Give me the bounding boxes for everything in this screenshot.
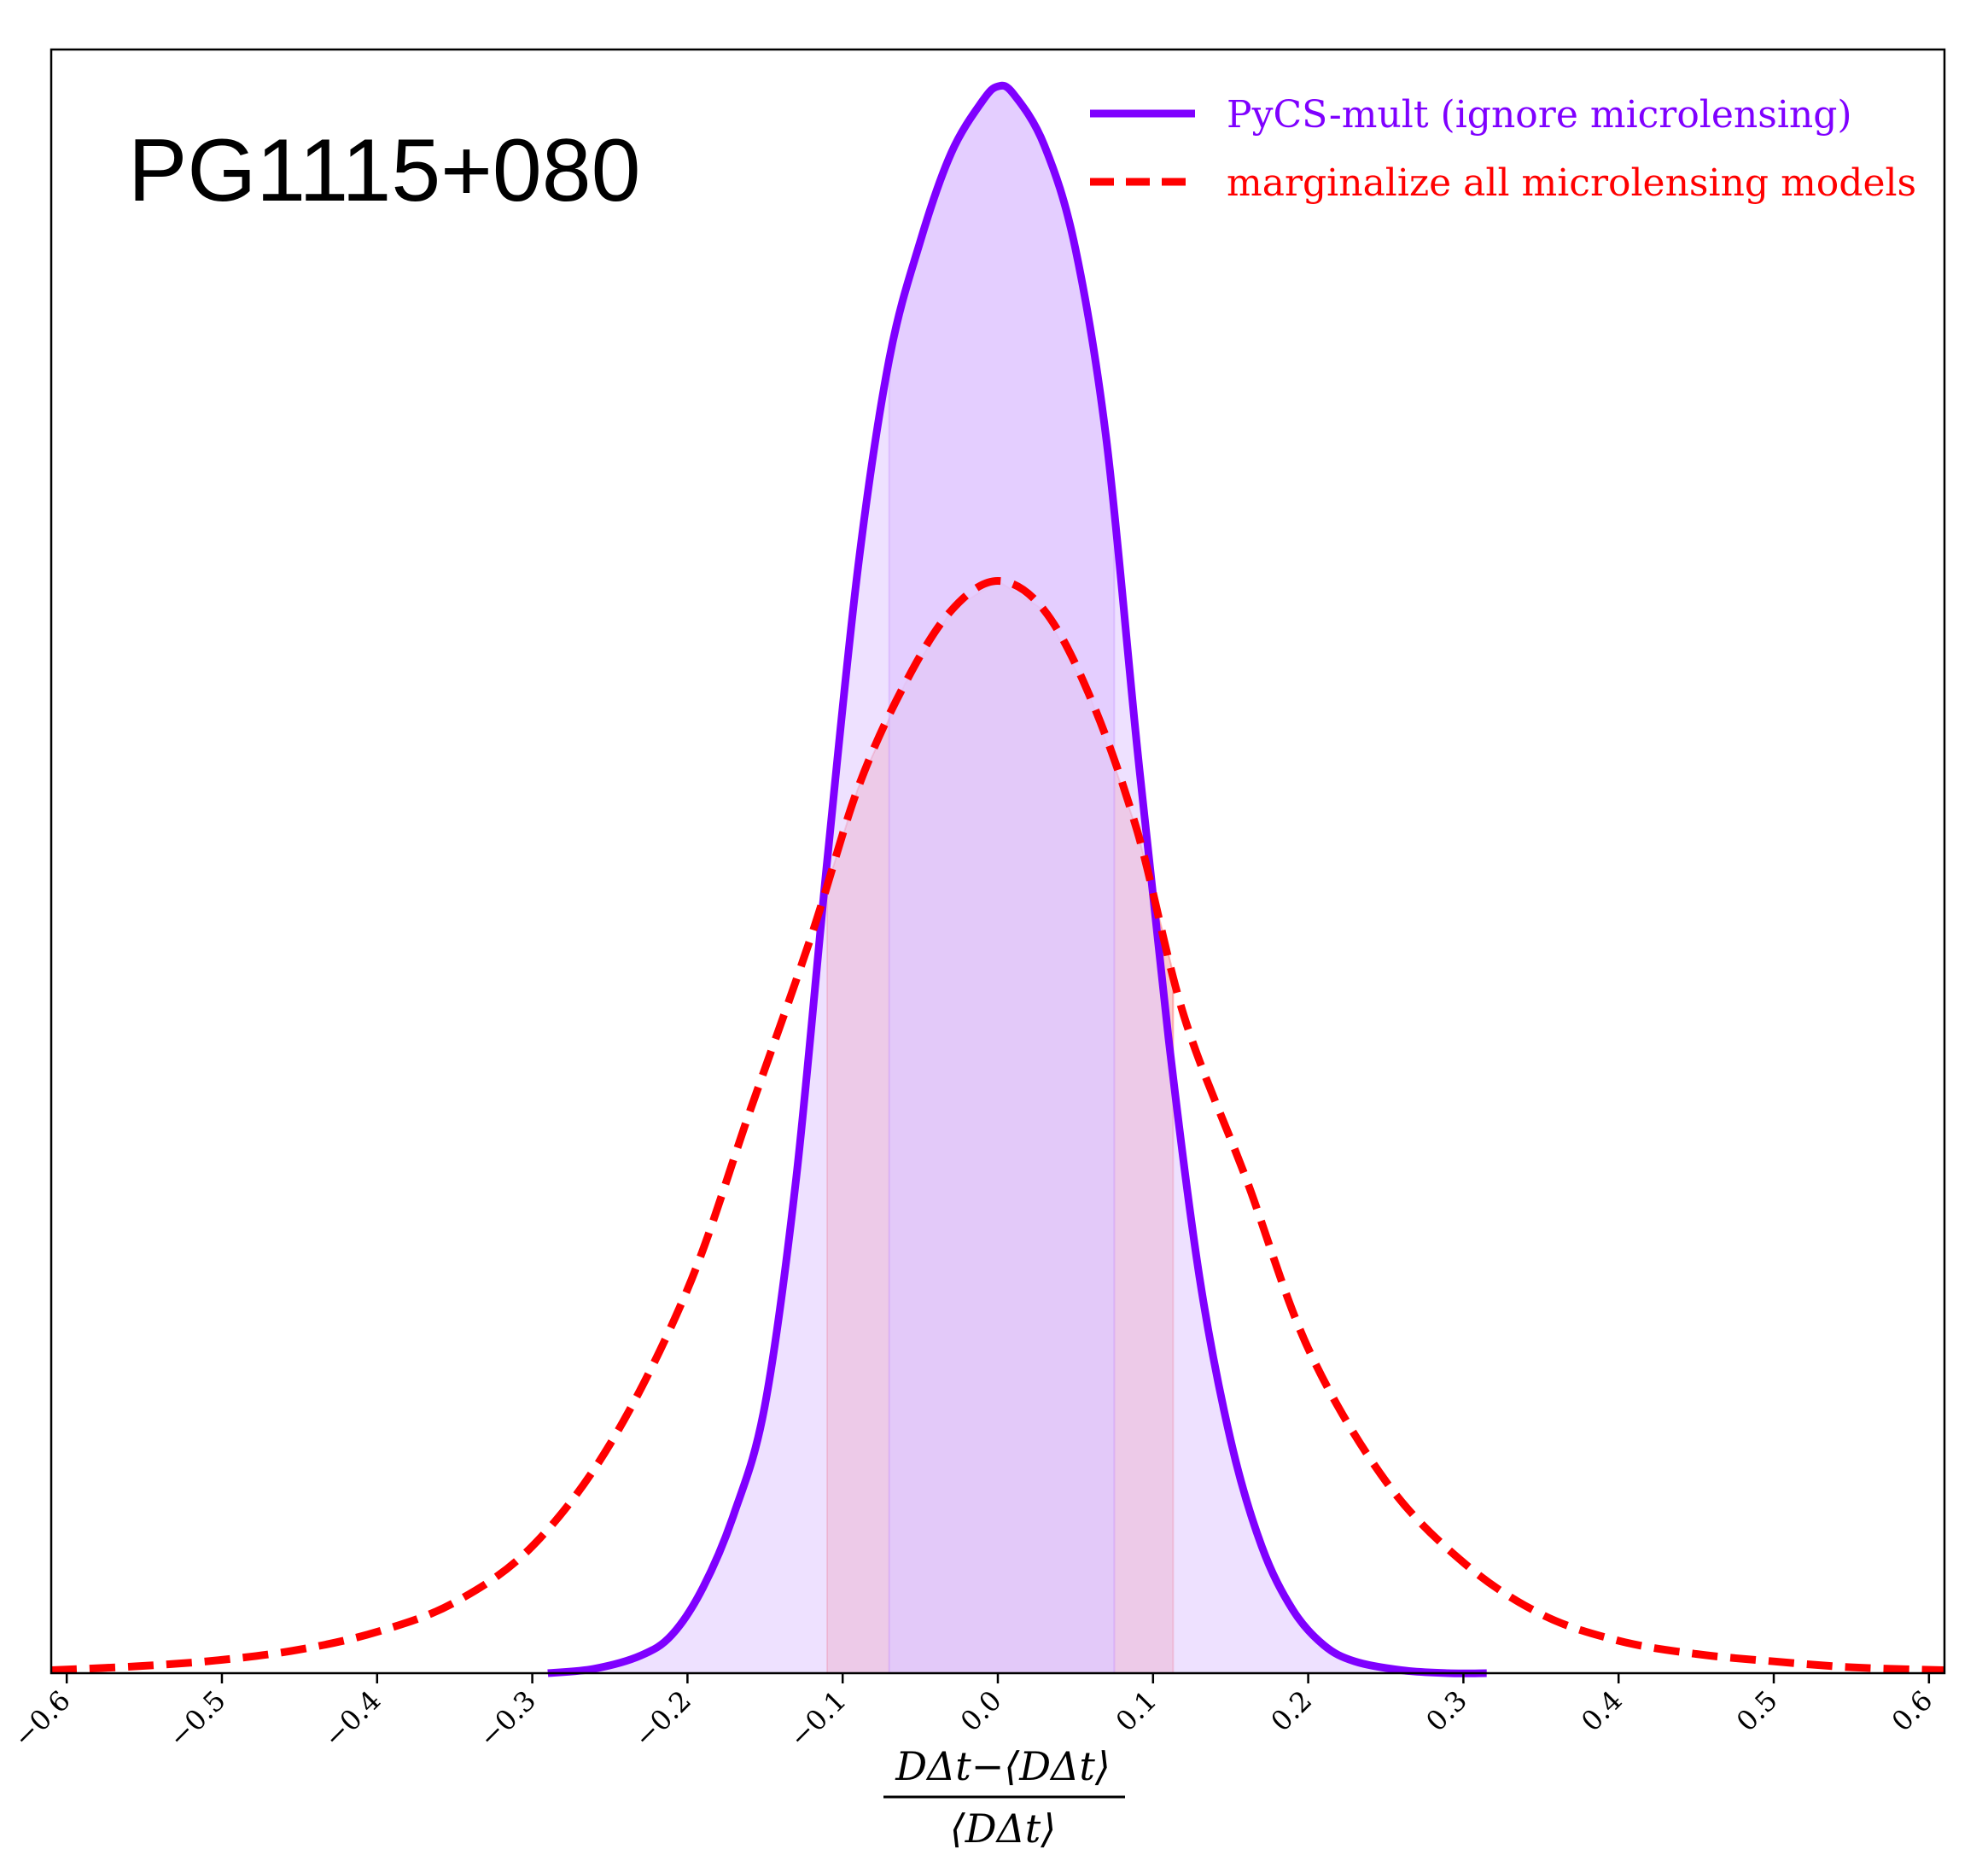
- x-tick-label: −0.3: [472, 1684, 542, 1754]
- legend-label-pycs: PyCS-mult (ignore microlensing): [1227, 93, 1852, 137]
- x-tick-label: −0.2: [627, 1684, 697, 1754]
- x-axis-label: DΔt−⟨DΔt⟩ ⟨DΔt⟩: [883, 1743, 1125, 1852]
- x-tick-label: 0.4: [1575, 1684, 1629, 1738]
- x-tick-label: 0.1: [1110, 1684, 1163, 1738]
- x-tick-label: −0.5: [162, 1684, 232, 1754]
- legend: PyCS-mult (ignore microlensing) marginal…: [1090, 93, 1916, 205]
- x-axis-label-numerator: DΔt−⟨DΔt⟩: [895, 1743, 1111, 1789]
- x-axis-label-denominator: ⟨DΔt⟩: [950, 1805, 1056, 1852]
- x-tick-label: 0.3: [1420, 1684, 1473, 1738]
- series-curves: [50, 81, 1945, 1677]
- panel-title: PG1115+080: [128, 121, 640, 220]
- x-tick-label: 0.2: [1264, 1684, 1318, 1738]
- x-tick-label: 0.0: [954, 1684, 1008, 1738]
- x-axis-ticks: −0.6 −0.5 −0.4 −0.3 −0.2 −0.1 0.0 0.1 0.2 0.3 0.4 0…: [7, 1673, 1938, 1754]
- series-line-marginalized: [50, 577, 1945, 1674]
- x-tick-label: −0.4: [318, 1684, 388, 1754]
- x-tick-label: −0.1: [783, 1684, 853, 1754]
- x-tick-label: 0.6: [1886, 1684, 1939, 1738]
- x-tick-label: 0.5: [1730, 1684, 1784, 1738]
- legend-label-marginalized: marginalize all microlensing models: [1227, 161, 1916, 205]
- series-line-pycs: [547, 81, 1487, 1677]
- curve-fill-pycs: [547, 85, 1487, 1674]
- x-tick-label: −0.6: [7, 1684, 77, 1754]
- curve-fills: [547, 85, 1487, 1674]
